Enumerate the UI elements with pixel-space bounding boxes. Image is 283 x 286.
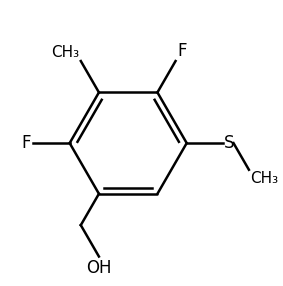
- Text: S: S: [224, 134, 235, 152]
- Text: F: F: [22, 134, 31, 152]
- Text: OH: OH: [86, 259, 112, 277]
- Text: F: F: [177, 42, 186, 60]
- Text: CH₃: CH₃: [51, 45, 80, 60]
- Text: CH₃: CH₃: [250, 171, 278, 186]
